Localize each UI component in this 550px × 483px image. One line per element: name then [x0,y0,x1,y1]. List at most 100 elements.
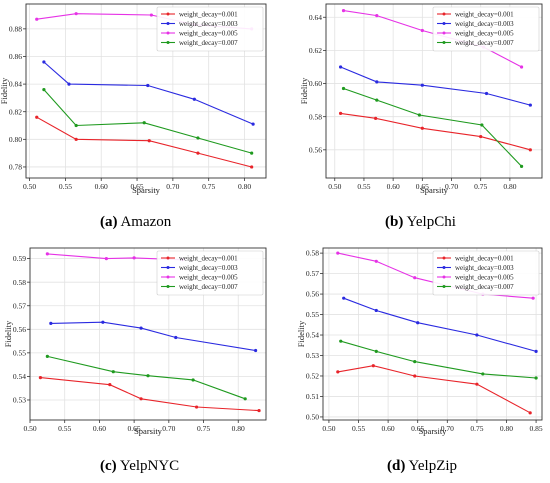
legend-label: weight_decay=0.005 [179,30,238,38]
y-tick-label: 0.54 [306,331,319,340]
series-line-2 [343,297,537,352]
legend-marker [166,256,170,260]
data-point [49,321,53,325]
data-point [475,382,479,386]
legend-label: weight_decay=0.003 [179,264,238,272]
series-line-4 [43,89,252,154]
data-point [147,139,151,143]
data-point [38,375,43,380]
x-tick-label: 0.70 [441,424,454,433]
legend-label: weight_decay=0.001 [179,11,238,19]
caption-amazon: (a) Amazon [100,214,172,230]
legend: weight_decay=0.001weight_decay=0.003weig… [432,250,540,296]
x-tick-label: 0.50 [23,182,36,191]
x-tick-label: 0.75 [202,182,215,191]
data-point [142,121,146,125]
x-tick-label: 0.80 [500,424,513,433]
x-tick-label: 0.80 [238,182,251,191]
y-tick-label: 0.53 [306,351,319,360]
series-line-2 [50,321,256,352]
data-point [42,60,46,64]
data-point [479,134,483,139]
legend-marker [442,41,446,44]
series-line-4 [343,87,522,167]
data-point [45,252,49,256]
legend-marker [166,22,170,25]
legend-marker [442,12,446,16]
legend-marker [442,275,446,279]
x-tick-label: 0.65 [411,424,424,433]
x-tick-label: 0.65 [416,182,429,191]
data-point [374,259,378,263]
y-tick-label: 0.52 [306,372,319,381]
data-point [481,372,485,376]
data-point [194,405,199,409]
data-point [519,65,524,69]
data-point [416,321,420,325]
x-tick-label: 0.60 [382,424,395,433]
y-tick-label: 0.78 [9,163,22,172]
chart-panel-0: 0.50 0.55 0.60 0.65 0.70 0.75 0.80 0.78 0.80 0.82… [0,3,267,195]
y-tick-label: 0.62 [309,46,322,55]
legend-label: weight_decay=0.003 [455,20,514,28]
x-axis-label: Sparsity [419,426,448,436]
plot-frame [25,3,267,179]
legend-label: weight_decay=0.005 [179,274,238,282]
data-point [132,256,136,260]
y-tick-label: 0.54 [13,372,26,381]
legend-marker [166,31,170,35]
plot-frame [29,247,267,421]
x-axis-label: Sparsity [132,185,161,195]
data-point [250,165,254,169]
x-tick-label: 0.70 [162,424,175,433]
data-point [257,408,261,413]
y-tick-label: 0.50 [306,413,319,422]
data-point [531,296,535,300]
y-tick-label: 0.59 [13,254,26,263]
data-point [528,148,532,152]
x-tick-label: 0.80 [232,424,245,433]
data-point [74,137,78,141]
legend-marker [442,256,446,260]
y-axis-label: Fidelity [3,320,13,347]
data-point [174,335,178,340]
data-point [74,123,78,128]
data-point [196,136,200,140]
legend: weight_decay=0.001weight_decay=0.003weig… [432,6,540,52]
data-point [336,251,340,255]
legend-marker [166,285,170,288]
legend-marker [442,31,446,35]
y-tick-label: 0.53 [13,396,26,405]
data-point [250,151,254,155]
data-point [336,370,340,374]
data-point [417,113,422,117]
data-point [251,122,255,126]
series-line-1 [340,112,531,151]
data-point [35,115,39,119]
y-tick-label: 0.56 [306,290,319,299]
legend: weight_decay=0.001weight_decay=0.003weig… [156,6,264,52]
caption-yelpnyc: (c) YelpNYC [100,458,180,474]
legend-label: weight_decay=0.007 [179,39,238,47]
legend-marker [166,275,170,279]
data-point [104,257,108,261]
legend-label: weight_decay=0.005 [455,274,514,282]
data-point [253,348,258,353]
x-tick-label: 0.75 [197,424,210,433]
data-point [484,91,489,96]
plot-frame [322,247,543,421]
data-point [146,83,150,88]
data-point [420,28,424,33]
data-point [146,374,150,378]
legend-label: weight_decay=0.007 [455,283,514,291]
data-point [101,320,105,324]
data-point [191,378,195,382]
x-tick-label: 0.50 [322,424,335,433]
series-line-1 [337,365,531,414]
series-line-1 [40,377,260,412]
legend-label: weight_decay=0.001 [179,255,238,263]
y-tick-label: 0.58 [13,278,26,287]
legend-label: weight_decay=0.007 [455,39,514,47]
data-point [371,364,375,368]
data-point [111,370,115,374]
